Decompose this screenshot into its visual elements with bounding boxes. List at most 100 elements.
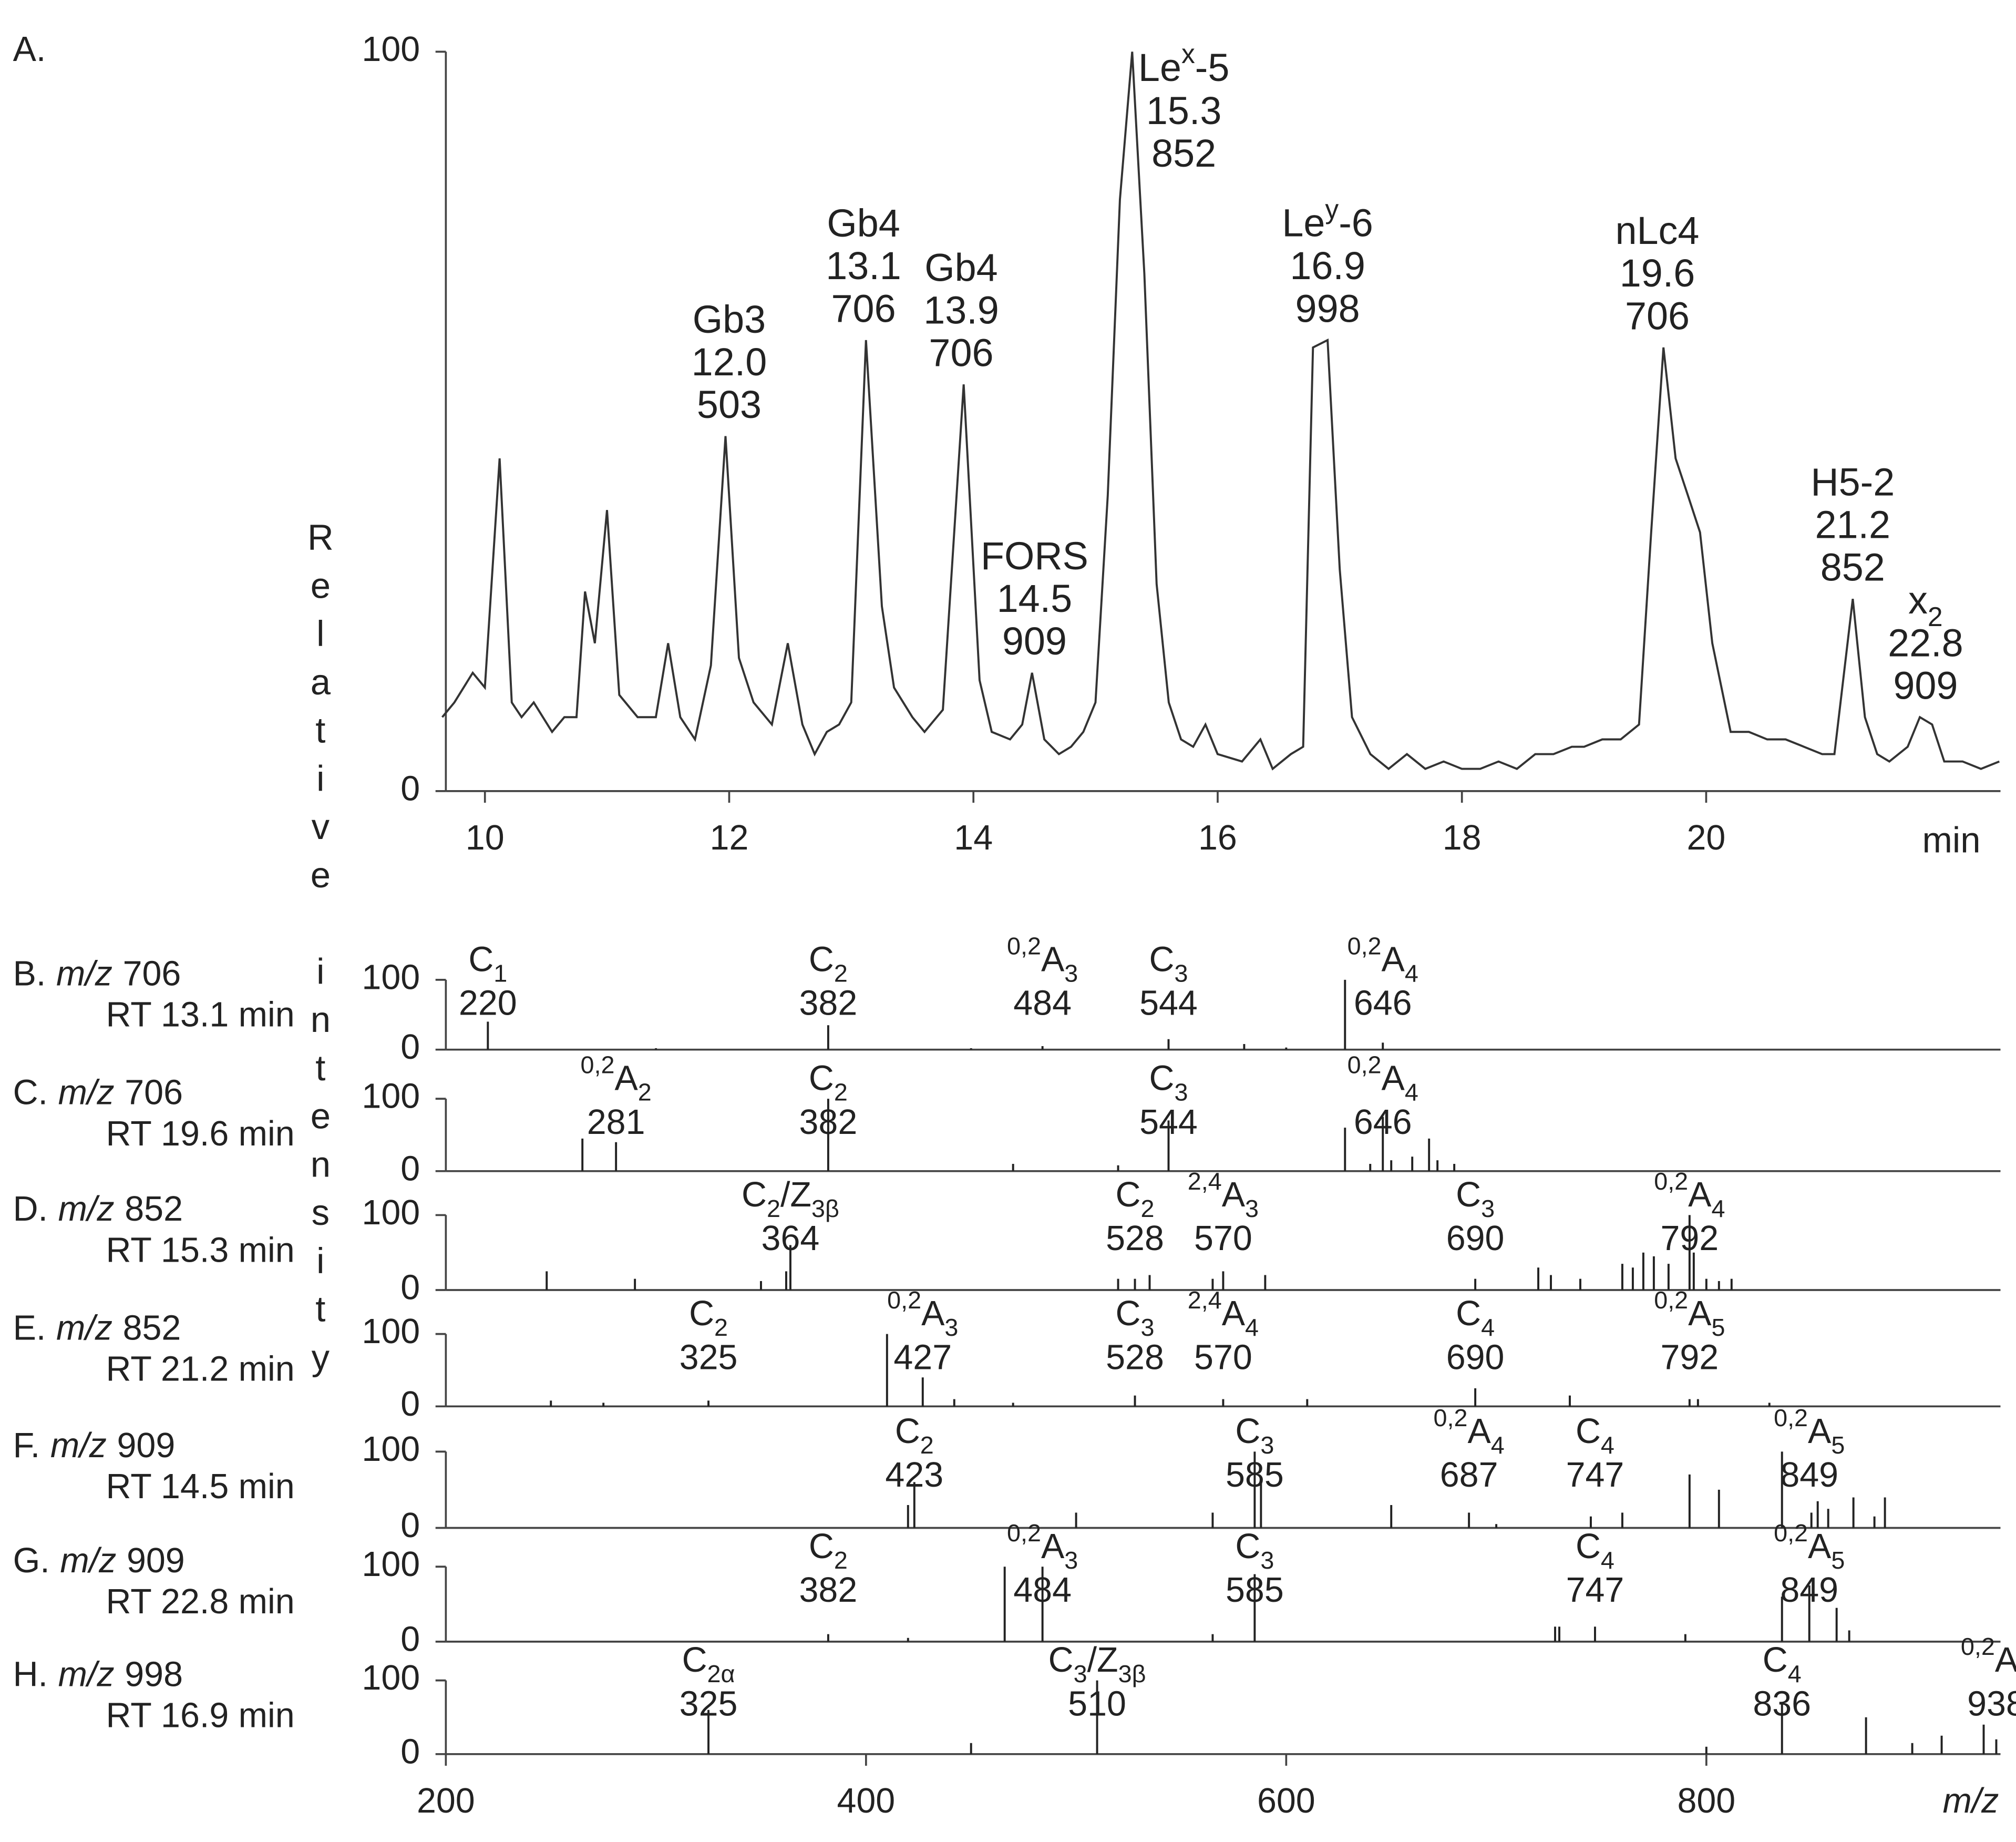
text-part: C <box>1235 1527 1260 1565</box>
subscript: 3β <box>1118 1661 1146 1688</box>
subscript: 3 <box>1140 1314 1154 1342</box>
mz-symbol: m/z <box>58 1190 115 1229</box>
peak-label: 706 <box>929 331 993 375</box>
text-part: A <box>1808 1412 1832 1451</box>
text-part: C <box>1149 940 1175 979</box>
peak-label: nLc4 <box>1616 209 1700 252</box>
subscript: 2 <box>638 1079 652 1106</box>
fragment-label: 0,2A3 <box>1007 933 1078 987</box>
y-tick-label: 100 <box>362 958 420 997</box>
text-part: C <box>1048 1641 1074 1680</box>
fragment-mz: 570 <box>1194 1219 1252 1258</box>
subscript: 4 <box>1601 1431 1614 1459</box>
text-part: C <box>1116 1294 1141 1333</box>
y-axis-label: Relative intensity <box>300 517 341 1386</box>
text-part: C <box>809 940 834 979</box>
precursor-mz: 852 <box>123 1308 181 1347</box>
fragment-label: 2,4A3 <box>1188 1168 1259 1222</box>
fragment-mz: 836 <box>1753 1684 1811 1723</box>
panel-precursor: E. m/z 852 <box>13 1308 181 1347</box>
fragment-mz: 382 <box>799 1103 858 1142</box>
fragment-mz: 690 <box>1446 1338 1505 1377</box>
peak-label: Lex-5 <box>1138 38 1229 90</box>
text-part: C <box>1576 1527 1601 1565</box>
peak-label: 19.6 <box>1620 251 1695 295</box>
fragment-mz: 690 <box>1446 1219 1505 1258</box>
fragment-mz: 585 <box>1226 1456 1284 1495</box>
peak-label: 909 <box>1002 619 1067 663</box>
y-tick-label: 0 <box>400 1506 420 1545</box>
fragment-label: C3 <box>1149 1059 1188 1106</box>
text-part: A <box>1222 1294 1246 1333</box>
peak-label: 706 <box>831 286 896 330</box>
fragment-label: C3 <box>1149 940 1188 987</box>
peak-label: Gb4 <box>924 245 997 289</box>
fragment-mz: 382 <box>799 984 858 1023</box>
retention-time: RT 15.3 min <box>106 1231 295 1270</box>
superscript: 2,4 <box>1188 1287 1222 1314</box>
retention-time: RT 21.2 min <box>106 1349 295 1388</box>
subscript: 2 <box>834 1547 848 1574</box>
x-tick-label: 600 <box>1257 1782 1315 1820</box>
subscript: 3 <box>1260 1547 1274 1574</box>
text-part: A <box>1808 1527 1832 1565</box>
text-part: C <box>682 1641 707 1680</box>
peak-label: 13.1 <box>826 244 901 288</box>
subscript: 2α <box>707 1661 735 1688</box>
text-part: C <box>809 1059 834 1098</box>
fragment-mz: 528 <box>1106 1219 1164 1258</box>
x-tick-label: 400 <box>837 1782 895 1820</box>
text-part: A <box>1688 1294 1712 1333</box>
subscript: 2 <box>714 1314 728 1342</box>
fragment-label: C1 <box>468 940 507 987</box>
panel-precursor: C. m/z 706 <box>13 1073 183 1112</box>
y-tick-label: 100 <box>362 1077 420 1116</box>
fragment-label: C2 <box>895 1412 934 1459</box>
peak-label: 852 <box>1820 546 1885 589</box>
fragment-mz: 646 <box>1354 1103 1412 1142</box>
retention-time: RT 16.9 min <box>106 1696 295 1735</box>
fragment-mz: 792 <box>1660 1338 1719 1377</box>
precursor-mz: 909 <box>117 1426 176 1465</box>
mz-symbol: m/z <box>58 1655 115 1694</box>
text-part: A <box>1222 1175 1246 1214</box>
fragment-mz: 687 <box>1440 1456 1498 1495</box>
subscript: 4 <box>1245 1314 1259 1342</box>
peak-label: H5-2 <box>1811 460 1895 504</box>
subscript: 4 <box>1405 1079 1418 1106</box>
fragment-mz: 544 <box>1139 984 1198 1023</box>
panel-letter: H. <box>13 1655 48 1694</box>
text-part: A <box>1688 1175 1712 1214</box>
subscript: 3 <box>1064 960 1078 987</box>
superscript: 0,2 <box>887 1287 921 1314</box>
precursor-mz: 909 <box>127 1541 185 1580</box>
superscript: 0,2 <box>1007 1519 1041 1547</box>
subscript: 4 <box>1601 1547 1614 1574</box>
peak-label: 13.9 <box>923 289 999 332</box>
x-tick-label: 16 <box>1198 818 1237 857</box>
superscript: 0,2 <box>1961 1633 1995 1661</box>
y-tick-label: 100 <box>362 1193 420 1232</box>
fragment-label: C2 <box>1116 1175 1155 1223</box>
x-tick-label: 12 <box>710 818 749 857</box>
superscript: 0,2 <box>581 1051 615 1079</box>
fragment-label: 0,2A5 <box>1774 1404 1845 1459</box>
x-axis-label: min <box>1922 820 1981 860</box>
subscript: 2 <box>1928 601 1943 631</box>
subscript: 4 <box>1481 1314 1495 1342</box>
superscript: x <box>1181 38 1195 69</box>
fragment-mz: 364 <box>762 1219 820 1258</box>
superscript: 0,2 <box>1348 1051 1382 1079</box>
subscript: 4 <box>1491 1431 1505 1459</box>
subscript: 3 <box>1260 1431 1274 1459</box>
superscript: 0,2 <box>1654 1168 1688 1195</box>
text-part: -6 <box>1339 201 1373 245</box>
fragment-mz: 747 <box>1566 1456 1624 1495</box>
peak-label: x2 <box>1908 578 1943 631</box>
fragment-mz: 423 <box>885 1456 943 1495</box>
peak-label: 706 <box>1625 294 1690 337</box>
text-part: A <box>921 1294 945 1333</box>
fragment-mz: 570 <box>1194 1338 1252 1377</box>
panel-precursor: F. m/z 909 <box>13 1426 176 1465</box>
